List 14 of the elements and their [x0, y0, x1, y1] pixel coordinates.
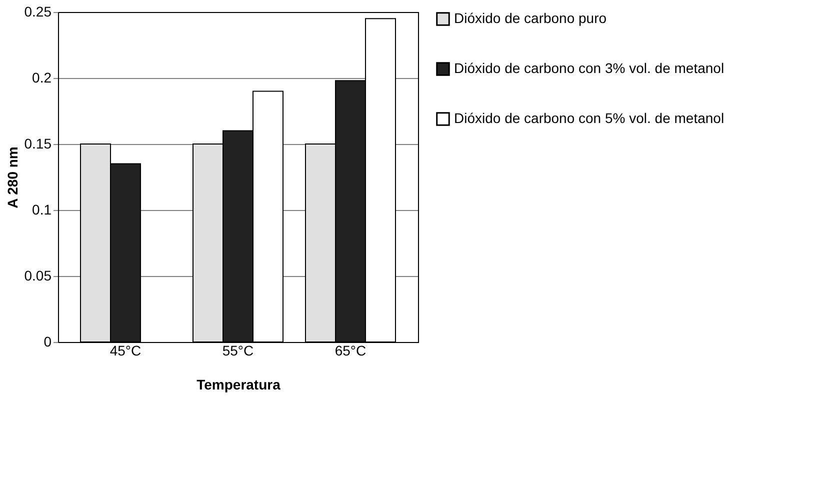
legend-label: Dióxido de carbono con 3% vol. de metanol [454, 60, 724, 76]
y-tick-label: 0.05 [24, 268, 52, 284]
y-tick-label: 0.1 [32, 202, 52, 218]
x-tick-label: 45°C [110, 342, 142, 358]
y-tick-label: 0.15 [24, 136, 52, 152]
y-tick-label: 0.25 [24, 4, 52, 20]
x-axis-title: Temperatura [196, 376, 281, 392]
y-tick-label: 0 [44, 334, 52, 350]
legend-label: Dióxido de carbono con 5% vol. de metanol [454, 110, 724, 126]
x-tick-label: 55°C [222, 342, 254, 358]
legend-label: Dióxido de carbono puro [454, 10, 607, 26]
y-axis-title: A 280 nm [4, 146, 20, 208]
x-tick-label: 65°C [334, 342, 366, 358]
y-tick-label: 0.2 [32, 70, 52, 86]
